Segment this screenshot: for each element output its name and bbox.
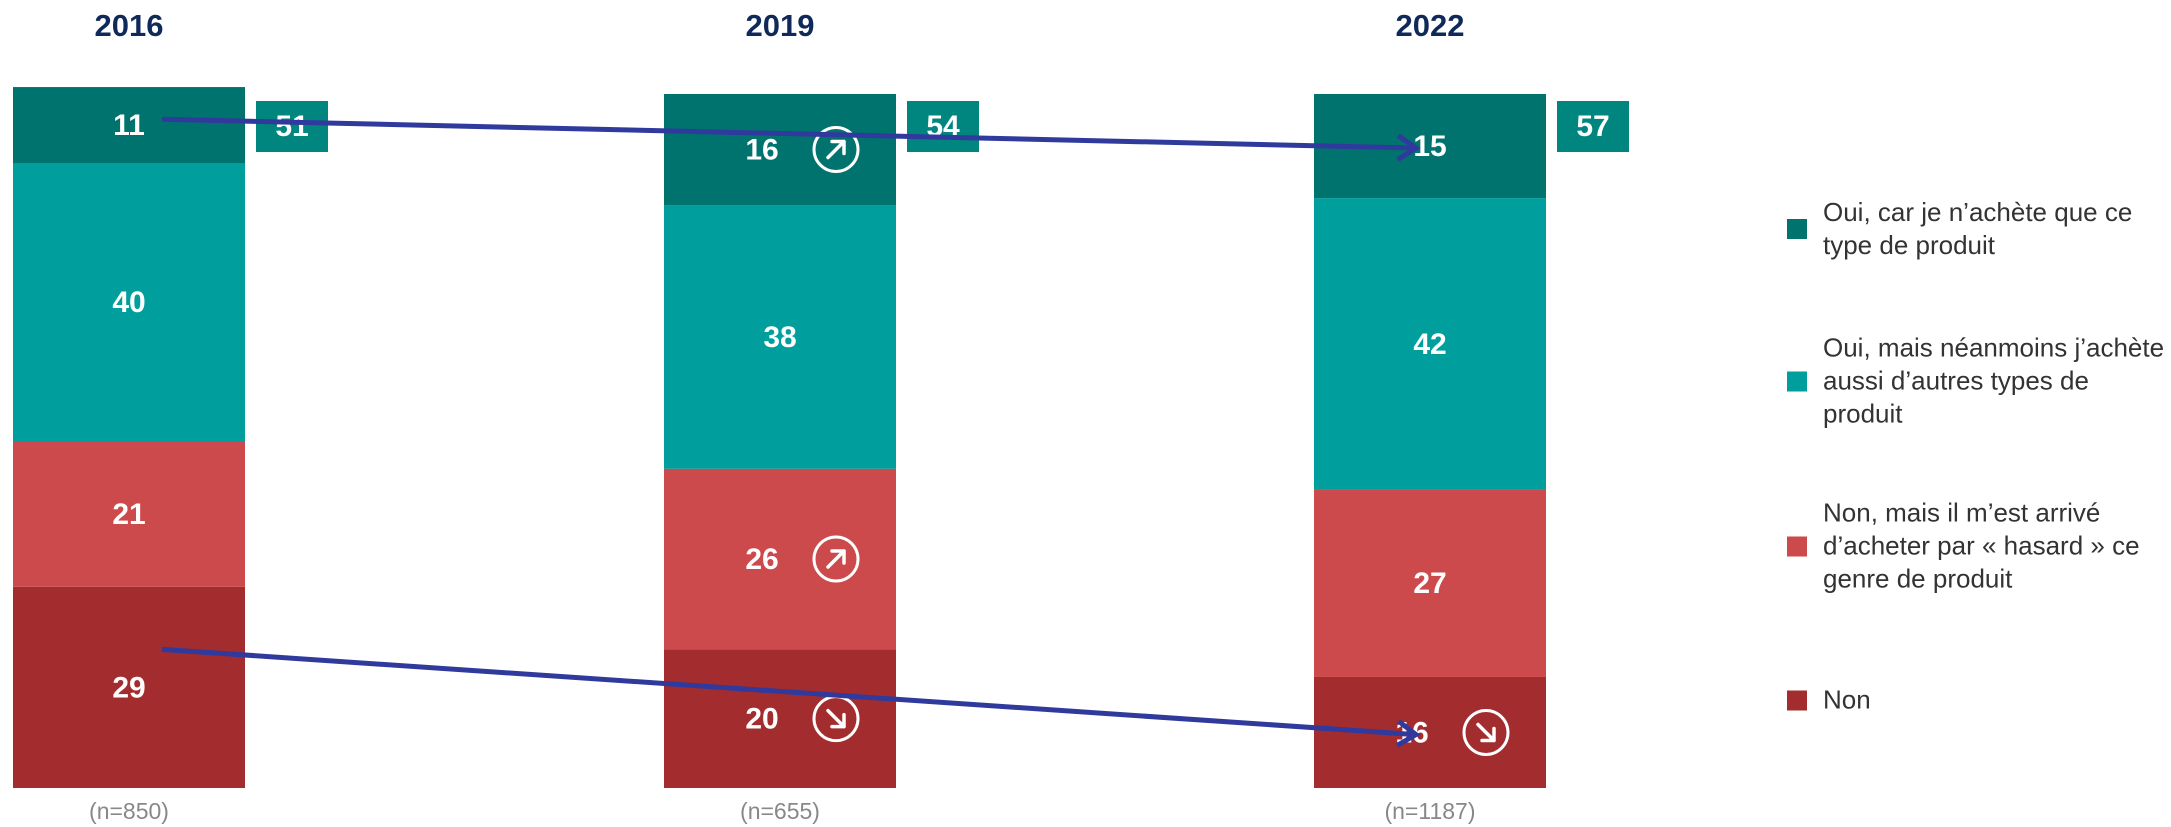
legend-label: Non <box>1823 684 1871 715</box>
total-label: 51 <box>275 110 308 143</box>
bar-segment <box>664 649 896 788</box>
value-label: 15 <box>1413 130 1446 163</box>
legend-item: Oui, mais néanmoins j’achète aussi d’aut… <box>1787 332 2167 431</box>
bar-segment <box>13 586 245 788</box>
total-box <box>1557 101 1629 152</box>
value-label: 38 <box>763 321 796 354</box>
bar-segment <box>1314 489 1546 677</box>
value-label: 16 <box>745 133 778 166</box>
value-label: 11 <box>113 109 145 142</box>
sample-size: (n=850) <box>89 798 169 824</box>
trend-arrow <box>826 139 846 160</box>
legend-label: Oui, mais néanmoins j’achète aussi d’aut… <box>1823 332 2165 429</box>
bar-segment <box>13 441 245 587</box>
trend-icon <box>812 695 860 743</box>
sample-size: (n=655) <box>740 798 820 824</box>
legend-item: Non, mais il m’est arrivé d’acheter par … <box>1787 497 2167 596</box>
value-label: 27 <box>1413 567 1446 600</box>
year-label: 2016 <box>95 8 164 43</box>
bar-segment <box>664 205 896 469</box>
trend-icon <box>812 126 860 174</box>
bar-segment <box>13 87 245 164</box>
total-box <box>256 101 328 152</box>
value-label: 21 <box>112 498 145 531</box>
trend-arrow <box>826 708 846 729</box>
bar-segment <box>664 468 896 650</box>
total-label: 57 <box>1576 110 1609 143</box>
legend-swatch <box>1787 371 1807 391</box>
value-label: 40 <box>112 286 145 319</box>
trend-arrow <box>826 549 846 569</box>
legend-swatch <box>1787 219 1807 239</box>
value-label: 20 <box>745 703 778 736</box>
legend-label: Oui, car je n’achète que ce type de prod… <box>1823 197 2133 260</box>
evolution-arrow <box>161 116 1421 162</box>
legend-swatch <box>1787 536 1807 556</box>
trend-arrow <box>1476 722 1496 743</box>
legend-label: Non, mais il m’est arrivé d’acheter par … <box>1823 497 2140 594</box>
year-label: 2019 <box>746 8 815 43</box>
year-label: 2022 <box>1396 8 1465 43</box>
bar-segment <box>13 163 245 441</box>
legend-swatch <box>1787 690 1807 710</box>
bar-segment <box>664 94 896 206</box>
legend-item: Non <box>1787 684 2167 717</box>
bar-segment <box>1314 198 1546 490</box>
legend-item: Oui, car je n’achète que ce type de prod… <box>1787 196 2167 262</box>
value-label: 42 <box>1413 328 1446 361</box>
sample-size: (n=1187) <box>1384 798 1475 824</box>
value-label: 26 <box>745 543 778 576</box>
trend-icon <box>812 535 860 583</box>
value-label: 29 <box>112 671 145 704</box>
trend-icon <box>1462 708 1510 756</box>
evolution-arrow <box>161 646 1421 748</box>
total-box <box>907 101 979 152</box>
